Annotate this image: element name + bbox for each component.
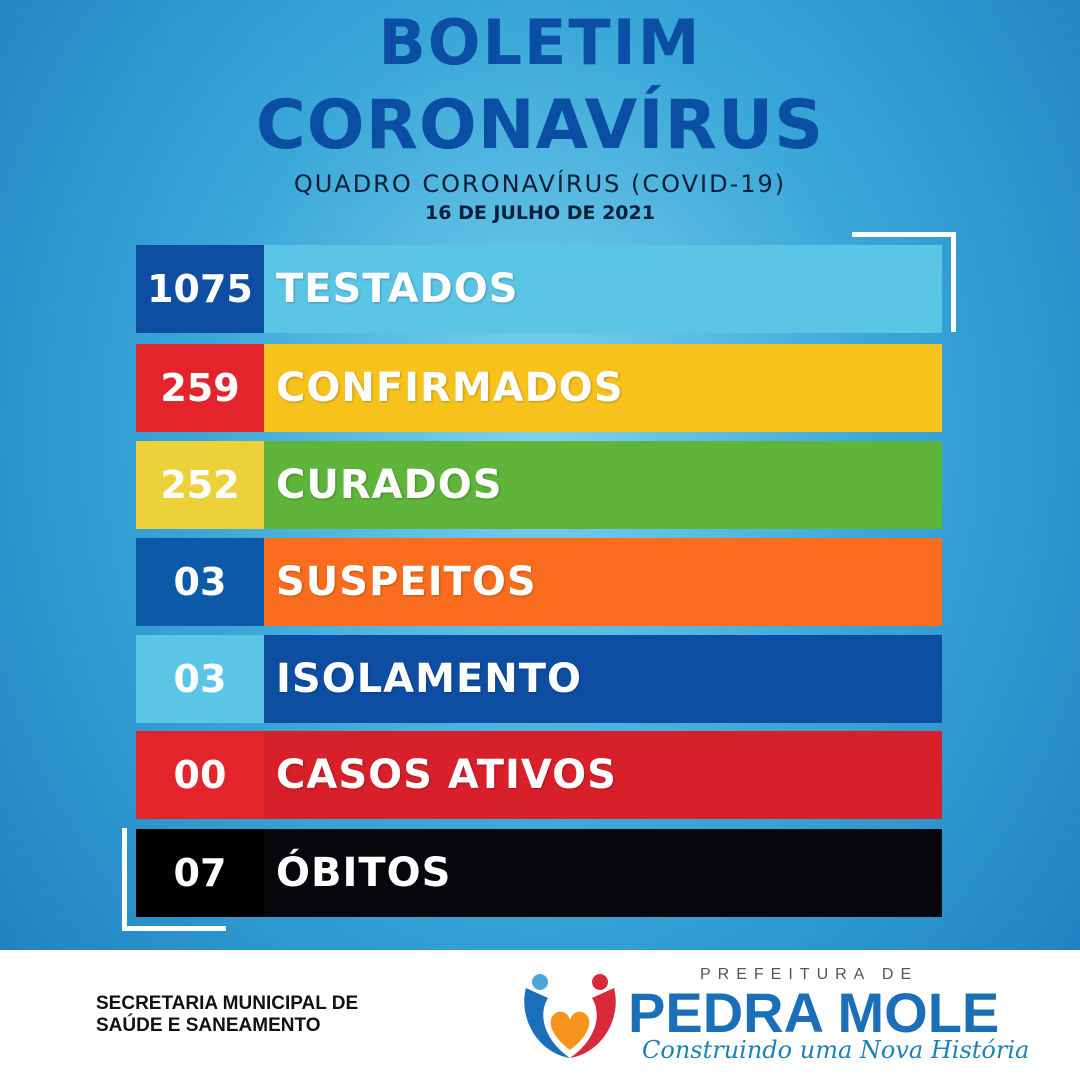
- title-line-2: CORONAVÍRUS: [255, 86, 825, 165]
- stat-label: CASOS ATIVOS: [264, 731, 942, 819]
- stat-label: CONFIRMADOS: [264, 344, 942, 432]
- stat-value: 03: [136, 538, 264, 626]
- stat-label: ISOLAMENTO: [264, 635, 942, 723]
- stat-value: 252: [136, 441, 264, 529]
- logo-slogan: Construindo uma Nova História: [642, 1036, 1030, 1064]
- secretaria: SECRETARIA MUNICIPAL DE SAÚDE E SANEAMEN…: [96, 993, 358, 1037]
- stat-label: CURADOS: [264, 441, 942, 529]
- logo-prefix: PREFEITURA DE: [700, 966, 919, 983]
- stat-value: 07: [136, 829, 264, 917]
- stat-label: ÓBITOS: [264, 829, 942, 917]
- stat-row: 00 CASOS ATIVOS: [136, 731, 942, 819]
- stat-value: 1075: [136, 245, 264, 333]
- secretaria-line-1: SECRETARIA MUNICIPAL DE: [96, 993, 359, 1014]
- stat-value: 00: [136, 731, 264, 819]
- stat-row: 03 SUSPEITOS: [136, 538, 942, 626]
- stat-row: 03 ISOLAMENTO: [136, 635, 942, 723]
- heart-people-logo-icon: [524, 974, 616, 1058]
- date: 16 DE JULHO DE 2021: [425, 202, 655, 224]
- stat-row: 07 ÓBITOS: [136, 829, 942, 917]
- logo-city: PEDRA MOLE: [628, 981, 1000, 1044]
- stat-value: 259: [136, 344, 264, 432]
- decorative-corner: [122, 828, 226, 931]
- stat-row: 252 CURADOS: [136, 441, 942, 529]
- title-line-1: BOLETIM: [378, 6, 702, 79]
- decorative-corner: [852, 232, 956, 332]
- stat-row: 259 CONFIRMADOS: [136, 344, 942, 432]
- subtitle: QUADRO CORONAVÍRUS (COVID-19): [293, 170, 787, 198]
- stat-value: 03: [136, 635, 264, 723]
- stat-label: SUSPEITOS: [264, 538, 942, 626]
- stat-label: TESTADOS: [264, 245, 942, 333]
- stat-row: 1075 TESTADOS: [136, 245, 942, 333]
- secretaria-line-2: SAÚDE E SANEAMENTO: [96, 1015, 321, 1036]
